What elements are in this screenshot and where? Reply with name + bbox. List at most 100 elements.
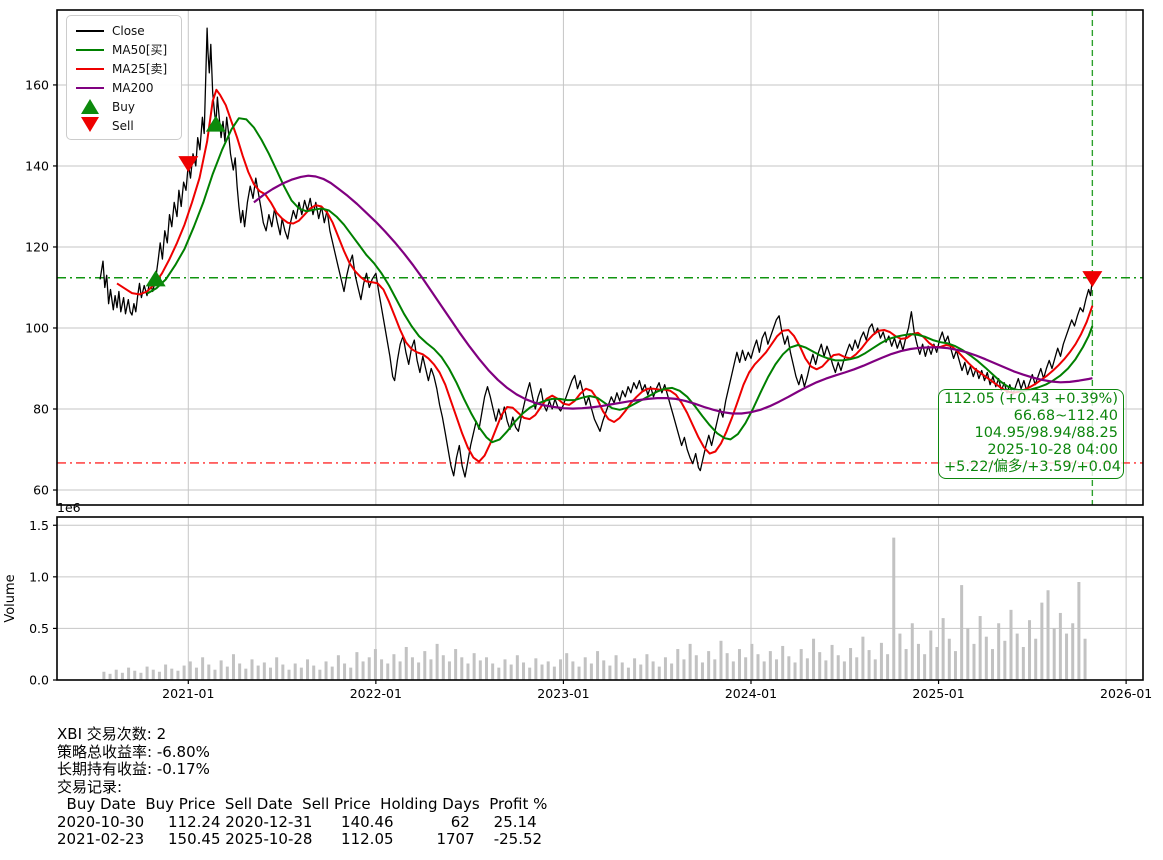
price-tick-label: 80 [33,401,49,416]
volume-bar [262,662,266,680]
volume-bar [250,659,254,680]
volume-bar [367,657,371,680]
volume-bar [102,671,106,680]
date-tick-label: 2025-01 [912,686,964,701]
volume-bar [972,643,976,680]
annotation-line: 66.68~112.40 [1013,408,1118,424]
volume-bar [651,661,655,680]
legend-item-close: Close [75,21,173,40]
volume-bar [380,659,384,680]
volume-bar [336,655,340,680]
volume-bar [441,655,445,680]
date-tick-label: 2026-01 [1100,686,1152,701]
volume-bar [812,638,816,680]
volume-bar [707,651,711,680]
volume-bar [1028,620,1032,680]
volume-bar [1058,612,1062,680]
series-MA200 [253,174,1093,415]
volume-bar [799,649,803,680]
series-MA25[卖] [116,88,1094,463]
volume-bar [478,660,482,680]
volume-bar [947,638,951,680]
volume-bar [787,656,791,680]
legend-label: MA25[卖] [112,62,168,76]
volume-bar [281,664,285,680]
volume-bar [318,669,322,680]
volume-bar [182,665,186,680]
annotation-line: 104.95/98.94/88.25 [974,425,1118,441]
volume-bar [1077,581,1081,680]
volume-bar [836,655,840,680]
volume-bar [225,666,229,680]
legend-line-swatch-wrap [75,48,105,51]
stats-line: Buy Date Buy Price Sell Date Sell Price … [57,795,548,813]
volume-bar [546,661,550,680]
volume-bar [676,649,680,680]
volume-bar [589,663,593,680]
volume-bar [349,667,353,680]
volume-bar [719,640,723,680]
volume-bar [466,663,470,680]
buy-triangle-icon [81,99,99,114]
volume-bar [682,659,686,680]
volume-bar [460,657,464,680]
volume-bar [447,661,451,680]
volume-bar [330,666,334,680]
volume-bar [966,628,970,680]
legend-item-buy: Buy [75,97,173,116]
volume-bar [484,657,488,680]
volume-bar [324,661,328,680]
volume-bar [435,643,439,680]
volume-bar [694,655,698,680]
annotation-line: 112.05 (+0.43 +0.39%) [944,391,1118,407]
legend-line-swatch [76,48,104,51]
price-tick-label: 160 [25,77,49,92]
volume-bar [1003,640,1007,680]
volume-bar [978,616,982,680]
volume-bar [713,659,717,680]
volume-bar [244,668,248,680]
volume-axis-title: Volume [3,574,18,622]
volume-bar [133,670,137,680]
volume-bar [515,655,519,680]
volume-bar [355,652,359,680]
volume-bar [768,651,772,680]
legend-item-sell: Sell [75,116,173,135]
volume-bar [299,667,303,680]
volume-bar [1015,633,1019,680]
volume-bar [984,636,988,680]
volume-bar [781,645,785,680]
volume-bar [855,657,859,680]
annotation-line: +5.22/偏多/+3.59/+0.04 [944,459,1121,475]
volume-bar [793,662,797,680]
volume-bar [633,658,637,680]
stats-line: 2020-10-30 112.24 2020-12-31 140.46 62 2… [57,812,537,831]
volume-bar [1071,623,1075,680]
volume-bar [577,666,581,680]
volume-bar [386,663,390,680]
volume-bar [293,663,297,680]
volume-bar [275,657,279,680]
price-panel-border [56,9,1144,506]
volume-bar [343,663,347,680]
volume-bar [842,661,846,680]
volume-panel-border [56,516,1144,681]
volume-offset-label: 1e6 [57,500,81,515]
legend-line-swatch [76,29,104,32]
volume-bar [565,653,569,680]
volume-bar [1083,638,1087,680]
quote-annotation: 112.05 (+0.43 +0.39%) 66.68~112.40 104.95/… [938,389,1124,479]
volume-bar [1040,602,1044,680]
volume-bar [151,669,155,680]
volume-bar [737,649,741,680]
volume-bar [398,661,402,680]
price-volume-chart: 60 80 100 120 140 160 0.0 0.5 1.0 1.5 2021-01 2022-… [3,9,1152,701]
volume-bar [997,623,1001,680]
volume-tick-label: 0.0 [29,673,49,688]
volume-bar [491,663,495,680]
volume-tick-label: 1.5 [29,518,49,533]
volume-bar [626,667,630,680]
volume-bar [602,660,606,680]
stats-line: 交易记录: [57,777,123,796]
volume-bar [663,657,667,680]
